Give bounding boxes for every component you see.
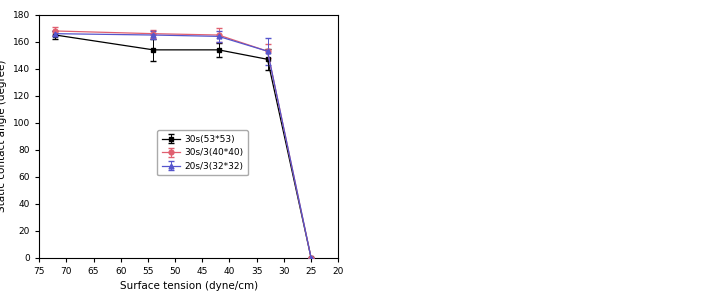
X-axis label: Surface tension (dyne/cm): Surface tension (dyne/cm) (120, 281, 258, 291)
Legend: 30s(53*53), 30s/3(40*40), 20s/3(32*32): 30s(53*53), 30s/3(40*40), 20s/3(32*32) (157, 130, 248, 175)
Y-axis label: Static contact angle (degree): Static contact angle (degree) (0, 60, 7, 212)
